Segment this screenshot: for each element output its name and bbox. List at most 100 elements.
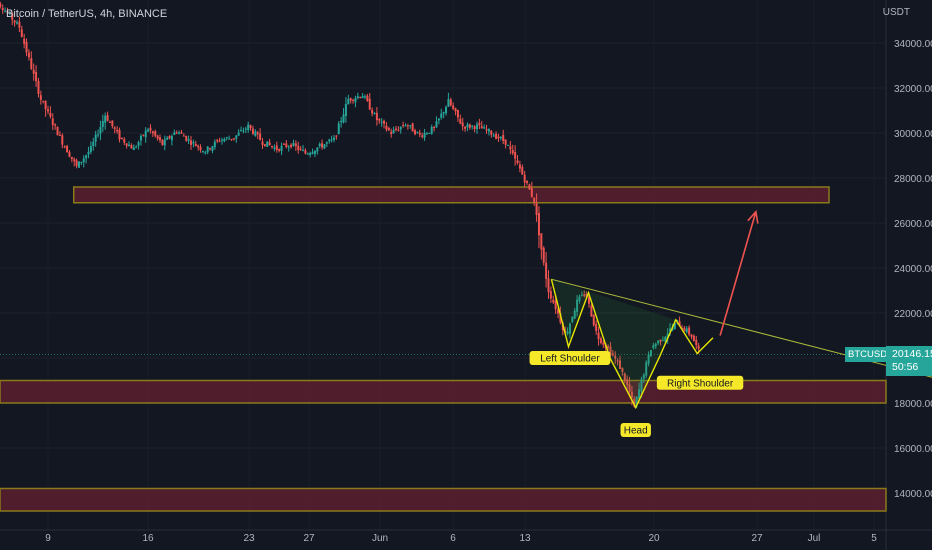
y-tick-label: 30000.00 [894,129,932,140]
candle-body [440,113,443,118]
candle-body [578,296,581,301]
candle-body [218,140,221,142]
candle-body [204,152,207,154]
candle-body [23,38,26,44]
candle-body [409,125,412,127]
candle-body [657,340,660,344]
candle-body [192,142,195,144]
candle-body [378,118,381,121]
candle-body [285,143,288,147]
candle-body [461,122,464,127]
candle-body [652,345,655,349]
candle-body [4,10,7,12]
candle-body [154,131,157,136]
candle-body [209,148,212,150]
candle-body [18,21,21,28]
candle-body [292,142,295,146]
candle-body [447,99,450,107]
candle-body [642,374,645,379]
candle-body [132,147,135,151]
candle-body [51,118,54,126]
candle-body [654,343,657,347]
candle-body [80,161,83,163]
candle-body [683,327,686,331]
pattern-fill [551,279,676,408]
last-price-tag: 20146.15 50:56 [886,346,932,376]
candle-body [330,139,333,141]
candle-body [216,140,219,142]
candle-body [149,127,152,131]
candle-body [421,135,424,137]
candle-body [630,391,633,398]
candle-body [187,139,190,141]
candle-body [402,125,405,127]
candle-body [347,99,350,105]
candle-body [633,398,636,407]
x-tick-label: 13 [519,533,531,544]
candle-body [297,145,300,150]
projection-arrow-head [747,209,759,224]
candle-body [251,128,254,134]
candle-body [273,147,276,149]
pattern-label: Head [624,426,648,437]
candle-body [185,135,188,141]
candle-body [116,129,119,132]
candle-body [659,339,662,343]
candle-body [649,350,652,357]
candle-body [614,355,617,359]
candle-body [688,327,691,335]
candle-body [118,130,121,140]
candle-body [456,109,459,118]
pattern-label-box [620,423,651,437]
candle-body [645,362,648,376]
candle-body [61,135,64,145]
candle-body [406,125,409,127]
x-tick-label: 5 [871,533,877,544]
candle-body [695,339,698,346]
candle-body [175,132,178,134]
candle-body [151,131,154,134]
candle-body [404,125,407,127]
candle-body [280,145,283,151]
candle-body [135,146,138,148]
candle-body [676,319,679,322]
candle-body [566,331,569,334]
last-price-value: 20146.15 [892,348,932,360]
candle-body [321,143,324,148]
support-resistance-zone [0,379,887,404]
candle-body [428,132,431,134]
candle-body [325,142,328,144]
candle-body [471,125,474,127]
candle-body [559,313,562,323]
x-tick-label: Jun [372,533,388,544]
candle-body [111,120,114,127]
x-tick-label: 6 [450,533,456,544]
candle-body [313,150,316,154]
candle-body [521,166,524,175]
candle-body [199,146,202,151]
y-tick-label: 24000.00 [894,264,932,275]
candle-body [664,336,667,342]
candle-body [87,151,90,155]
candle-body [502,134,505,141]
candle-body [533,197,536,203]
candle-body [473,126,476,130]
candle-body [37,80,40,95]
candle-body [89,146,92,152]
candle-body [592,314,595,326]
candle-body [39,95,42,100]
head-and-shoulders-pattern [550,279,714,410]
y-tick-label: 14000.00 [894,489,932,500]
candle-body [394,128,397,130]
candle-body [692,335,695,342]
x-tick-label: 27 [303,533,315,544]
candle-body [75,160,78,166]
support-resistance-zone [0,487,887,512]
candle-body [13,20,16,23]
candle-body [249,125,252,129]
candle-body [583,294,586,296]
projection-arrow-shaft [719,211,757,336]
candle-body [168,136,171,139]
candle-body [147,129,150,132]
